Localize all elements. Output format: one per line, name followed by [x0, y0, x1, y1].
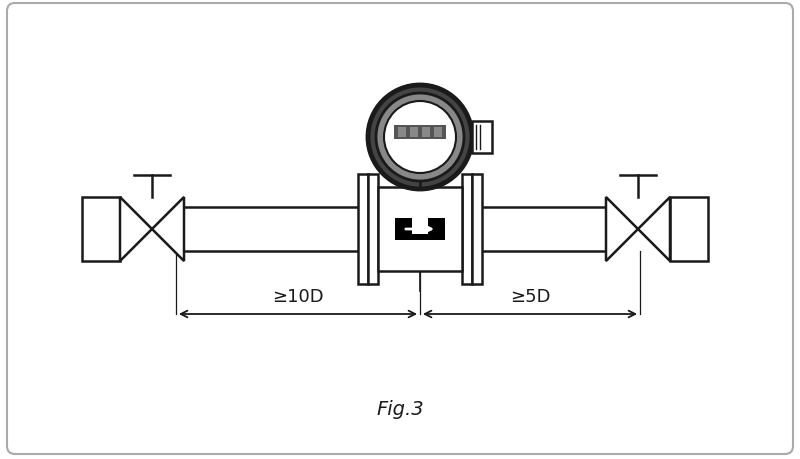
Bar [462, 174, 472, 285]
Bar [82, 197, 120, 262]
Bar [472, 122, 492, 154]
Polygon shape [152, 197, 184, 262]
Bar [434, 128, 442, 138]
Text: ≥5D: ≥5D [510, 287, 550, 305]
Polygon shape [120, 197, 152, 262]
Bar [394, 126, 446, 140]
Bar [412, 188, 428, 235]
Circle shape [368, 86, 472, 190]
Text: ≥10D: ≥10D [272, 287, 324, 305]
Bar [422, 128, 430, 138]
Bar [378, 188, 462, 271]
Bar [395, 218, 445, 241]
Circle shape [376, 94, 464, 182]
Bar [358, 174, 368, 285]
Bar [398, 128, 406, 138]
Bar [410, 128, 418, 138]
Polygon shape [606, 197, 638, 262]
Bar [368, 174, 378, 285]
FancyBboxPatch shape [7, 4, 793, 454]
Bar [472, 174, 482, 285]
Text: Fig.3: Fig.3 [376, 400, 424, 419]
Circle shape [384, 102, 456, 174]
Polygon shape [638, 197, 670, 262]
Bar [670, 197, 708, 262]
Bar [410, 165, 430, 183]
